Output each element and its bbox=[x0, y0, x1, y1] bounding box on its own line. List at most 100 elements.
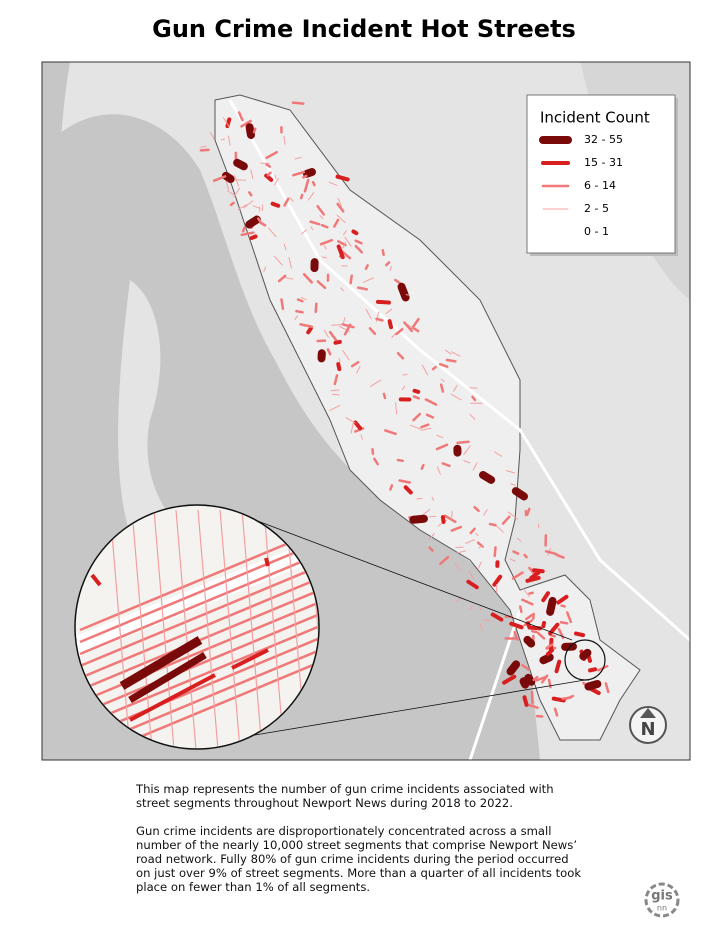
street-segment bbox=[375, 299, 391, 305]
street-segment bbox=[451, 351, 461, 357]
map-title: Gun Crime Incident Hot Streets bbox=[152, 15, 576, 43]
map-frame bbox=[41, 61, 691, 761]
street-segment bbox=[336, 362, 342, 372]
street-segment bbox=[405, 294, 410, 296]
inset-street bbox=[231, 648, 269, 670]
street-segment bbox=[240, 231, 255, 237]
street-segment bbox=[310, 226, 314, 231]
street-segment bbox=[466, 579, 479, 590]
street-segment bbox=[574, 631, 586, 638]
street-segment bbox=[252, 127, 257, 134]
street-segment bbox=[301, 229, 307, 235]
street-segment bbox=[528, 566, 536, 576]
street-segment bbox=[341, 323, 355, 329]
street-segment bbox=[233, 187, 241, 198]
street-segment bbox=[516, 537, 522, 542]
street-segment bbox=[263, 266, 267, 273]
north-arrow-head bbox=[640, 708, 656, 718]
street-segment bbox=[375, 317, 384, 322]
street-segment bbox=[349, 274, 353, 285]
street-segment bbox=[342, 317, 346, 324]
description: This map represents the number of gun cr… bbox=[136, 782, 584, 908]
street-segment bbox=[307, 192, 315, 201]
street-segment bbox=[344, 236, 352, 247]
street-segment bbox=[468, 569, 474, 580]
street-segment bbox=[354, 239, 363, 245]
street-segment bbox=[436, 434, 444, 439]
street-segment bbox=[469, 527, 476, 535]
street-segment bbox=[553, 707, 559, 717]
street-segment bbox=[356, 365, 361, 374]
street-segment bbox=[265, 163, 271, 168]
street-segment bbox=[336, 214, 346, 224]
street-segment bbox=[396, 458, 404, 463]
street-segment bbox=[401, 385, 405, 391]
street-segment bbox=[225, 180, 230, 191]
street-segment bbox=[521, 664, 531, 671]
street-segment bbox=[354, 244, 364, 254]
legend-title: Incident Count bbox=[540, 109, 650, 127]
logo-main: gis bbox=[651, 889, 673, 904]
street-segment bbox=[450, 393, 462, 401]
street-segment bbox=[248, 191, 253, 197]
street-segment bbox=[397, 282, 410, 302]
street-segment bbox=[479, 622, 484, 631]
street-segment bbox=[501, 515, 511, 525]
street-segment bbox=[412, 388, 421, 394]
street-segment bbox=[431, 496, 435, 502]
street-segment bbox=[311, 180, 316, 187]
inset-street bbox=[197, 509, 219, 748]
highway bbox=[468, 609, 522, 760]
street-segment bbox=[477, 561, 482, 569]
street-segment bbox=[321, 256, 328, 259]
street-segment bbox=[512, 550, 520, 555]
inset-street bbox=[241, 509, 263, 748]
street-segment bbox=[510, 483, 516, 486]
street-segment bbox=[221, 138, 225, 141]
street-segment bbox=[428, 546, 434, 552]
street-segment bbox=[456, 550, 467, 554]
street-segment bbox=[560, 604, 566, 608]
street-segment bbox=[409, 514, 428, 524]
street-segment bbox=[233, 158, 248, 171]
street-segment bbox=[412, 412, 422, 422]
street-segment bbox=[353, 420, 363, 431]
street-segment bbox=[451, 510, 453, 520]
logo-sub: nn bbox=[657, 904, 667, 913]
street-segment bbox=[368, 327, 377, 336]
street-segment bbox=[331, 393, 340, 396]
inset-street bbox=[175, 509, 197, 748]
inset-street bbox=[153, 509, 175, 748]
street-segment bbox=[440, 515, 446, 524]
logo-ring bbox=[644, 882, 680, 918]
street-segment bbox=[370, 379, 382, 387]
street-segment bbox=[221, 171, 235, 183]
street-segment bbox=[530, 690, 534, 705]
street-segment bbox=[273, 177, 279, 186]
street-segment bbox=[350, 423, 354, 434]
street-segment bbox=[333, 339, 342, 345]
street-segment bbox=[440, 378, 445, 383]
street-segment bbox=[351, 229, 359, 236]
street-segment bbox=[337, 197, 342, 208]
street-segment bbox=[288, 256, 292, 269]
street-segment bbox=[513, 631, 519, 641]
street-segment bbox=[240, 119, 252, 128]
street-segment bbox=[511, 571, 524, 580]
legend-label: 32 - 55 bbox=[584, 133, 623, 146]
street-segment bbox=[333, 374, 339, 386]
street-segment bbox=[579, 648, 592, 661]
street-segment bbox=[243, 200, 254, 209]
street-segment bbox=[385, 308, 393, 315]
street-segment bbox=[280, 298, 285, 311]
street-segment bbox=[421, 427, 432, 431]
street-segment bbox=[371, 448, 375, 455]
street-segment bbox=[528, 591, 534, 595]
street-segment bbox=[555, 553, 565, 559]
street-segment bbox=[424, 398, 438, 406]
street-segment bbox=[326, 348, 332, 356]
street-segment bbox=[283, 243, 287, 251]
street-segment bbox=[395, 402, 398, 415]
street-segment bbox=[530, 629, 538, 634]
